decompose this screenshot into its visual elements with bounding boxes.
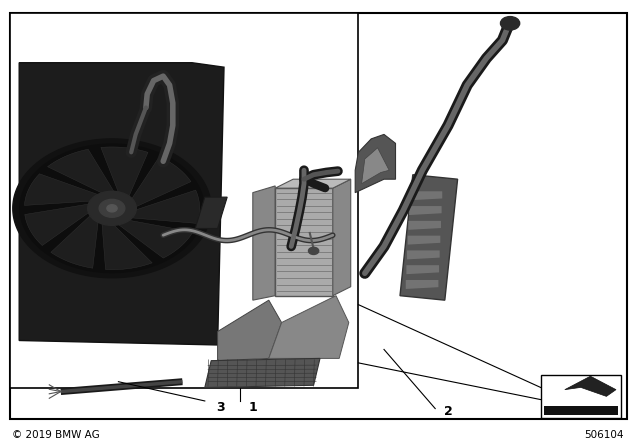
Polygon shape — [25, 203, 93, 246]
Polygon shape — [408, 221, 441, 230]
Polygon shape — [544, 406, 618, 415]
Polygon shape — [564, 376, 616, 396]
Polygon shape — [409, 206, 442, 215]
Polygon shape — [24, 174, 102, 206]
FancyBboxPatch shape — [10, 13, 627, 419]
Polygon shape — [101, 147, 148, 199]
Polygon shape — [13, 139, 211, 278]
Polygon shape — [253, 186, 275, 300]
Polygon shape — [407, 250, 440, 259]
Polygon shape — [355, 134, 396, 193]
Polygon shape — [128, 190, 200, 224]
Polygon shape — [406, 265, 439, 274]
Circle shape — [500, 17, 520, 30]
Polygon shape — [275, 188, 333, 296]
Polygon shape — [205, 358, 320, 388]
Polygon shape — [51, 213, 99, 268]
Text: © 2019 BMW AG: © 2019 BMW AG — [12, 430, 99, 439]
Circle shape — [88, 191, 136, 225]
Circle shape — [99, 199, 125, 217]
Text: 2: 2 — [444, 405, 452, 418]
Circle shape — [107, 205, 117, 212]
Polygon shape — [275, 179, 351, 188]
Polygon shape — [116, 220, 193, 258]
Polygon shape — [410, 191, 442, 200]
Text: 1: 1 — [248, 401, 257, 414]
Polygon shape — [362, 148, 389, 184]
Polygon shape — [269, 296, 349, 358]
Polygon shape — [102, 221, 152, 270]
Text: 3: 3 — [216, 401, 225, 414]
Polygon shape — [47, 149, 116, 195]
FancyBboxPatch shape — [10, 13, 358, 388]
Polygon shape — [218, 300, 282, 361]
Circle shape — [308, 247, 319, 254]
Polygon shape — [195, 197, 227, 228]
Polygon shape — [19, 143, 205, 273]
Polygon shape — [408, 236, 440, 245]
FancyBboxPatch shape — [541, 375, 621, 418]
Polygon shape — [130, 157, 191, 208]
Polygon shape — [333, 179, 351, 296]
Polygon shape — [400, 175, 458, 300]
Polygon shape — [406, 280, 438, 289]
Polygon shape — [19, 63, 224, 345]
Text: 506104: 506104 — [584, 430, 624, 439]
